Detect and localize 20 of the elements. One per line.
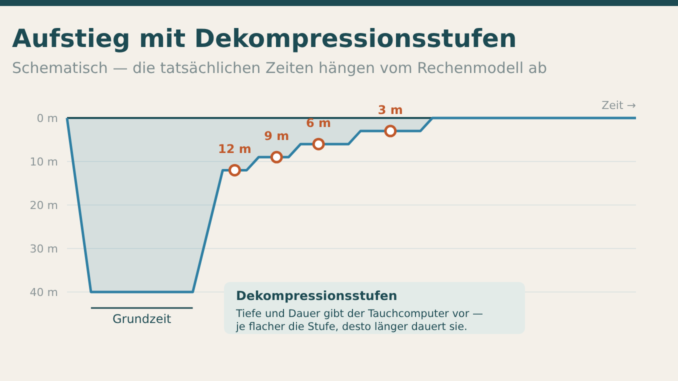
data-label: 9 m [264,129,290,144]
y-tick-label: 40 m [30,286,58,299]
point [228,164,241,176]
annotation: Dekompressionsstufen [236,288,398,303]
text: je flacher die Stufe, desto länger dauert sie. [235,321,468,333]
x-axis-title: Zeit → [602,99,636,112]
y-tick-label: 20 m [30,199,58,212]
data-label: 12 m [218,142,252,156]
text: Tiefe und Dauer gibt der Tauchcomputer vor — [235,308,484,320]
chart-title: Aufstieg mit Dekompressionsstufen [12,24,517,53]
data-label: 3 m [378,103,403,118]
chart-subtitle: Schematisch — die tatsächlichen Zeiten hängen vom Rechenmodell ab [12,59,547,77]
text: Grundzeit [112,312,172,326]
y-tick-label: 30 m [30,242,58,256]
y-tick-label: 0 m [36,112,58,125]
point [384,124,397,138]
data-label: 6 m [306,116,332,130]
point [270,150,283,164]
y-tick-label: 10 m [30,156,58,168]
point [312,138,325,150]
